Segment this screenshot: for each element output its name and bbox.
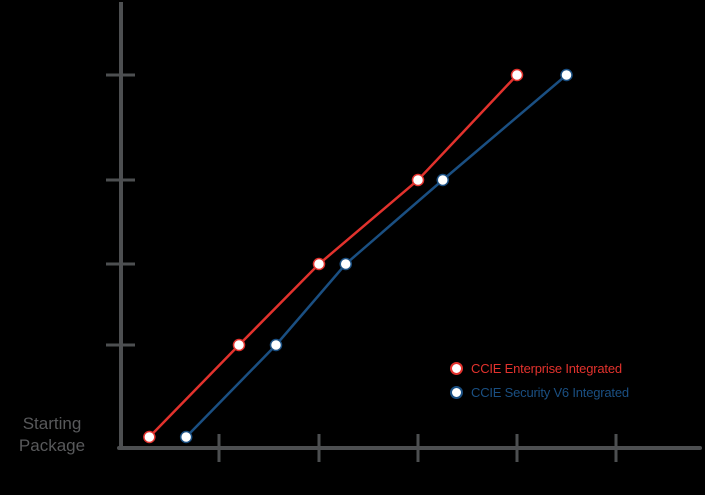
legend-item-security: CCIE Security V6 Integrated (450, 380, 629, 404)
axes (106, 2, 702, 462)
legend-label: CCIE Security V6 Integrated (471, 384, 629, 400)
legend-item-enterprise: CCIE Enterprise Integrated (450, 356, 629, 380)
series-lines (143, 68, 573, 444)
legend-label: CCIE Enterprise Integrated (471, 360, 622, 376)
legend: CCIE Enterprise Integrated CCIE Security… (450, 356, 629, 404)
circle-marker-icon (450, 361, 463, 375)
circle-marker-icon (450, 385, 463, 399)
starting-package-label: Starting Package (18, 414, 86, 455)
